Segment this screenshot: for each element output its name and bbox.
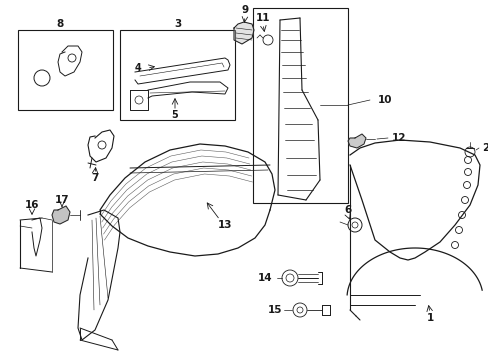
Text: 5: 5 (171, 110, 178, 120)
Bar (120, 30, 235, 120)
Bar (252, 8, 347, 203)
Text: 8: 8 (56, 19, 63, 29)
Text: 17: 17 (55, 195, 69, 205)
Text: 2: 2 (481, 143, 488, 153)
Text: 14: 14 (257, 273, 271, 283)
Text: 1: 1 (426, 313, 433, 323)
Text: 9: 9 (241, 5, 248, 15)
Bar (18, 30, 113, 110)
Text: 12: 12 (391, 133, 406, 143)
Text: 11: 11 (255, 13, 270, 23)
Polygon shape (347, 134, 365, 148)
Polygon shape (234, 22, 253, 44)
Text: 10: 10 (377, 95, 392, 105)
Text: 16: 16 (25, 200, 39, 210)
Text: 7: 7 (91, 173, 99, 183)
Text: 4: 4 (134, 63, 141, 73)
Text: 3: 3 (174, 19, 181, 29)
Polygon shape (52, 206, 70, 224)
Text: 6: 6 (344, 205, 351, 215)
Text: 15: 15 (267, 305, 282, 315)
Text: 13: 13 (217, 220, 232, 230)
